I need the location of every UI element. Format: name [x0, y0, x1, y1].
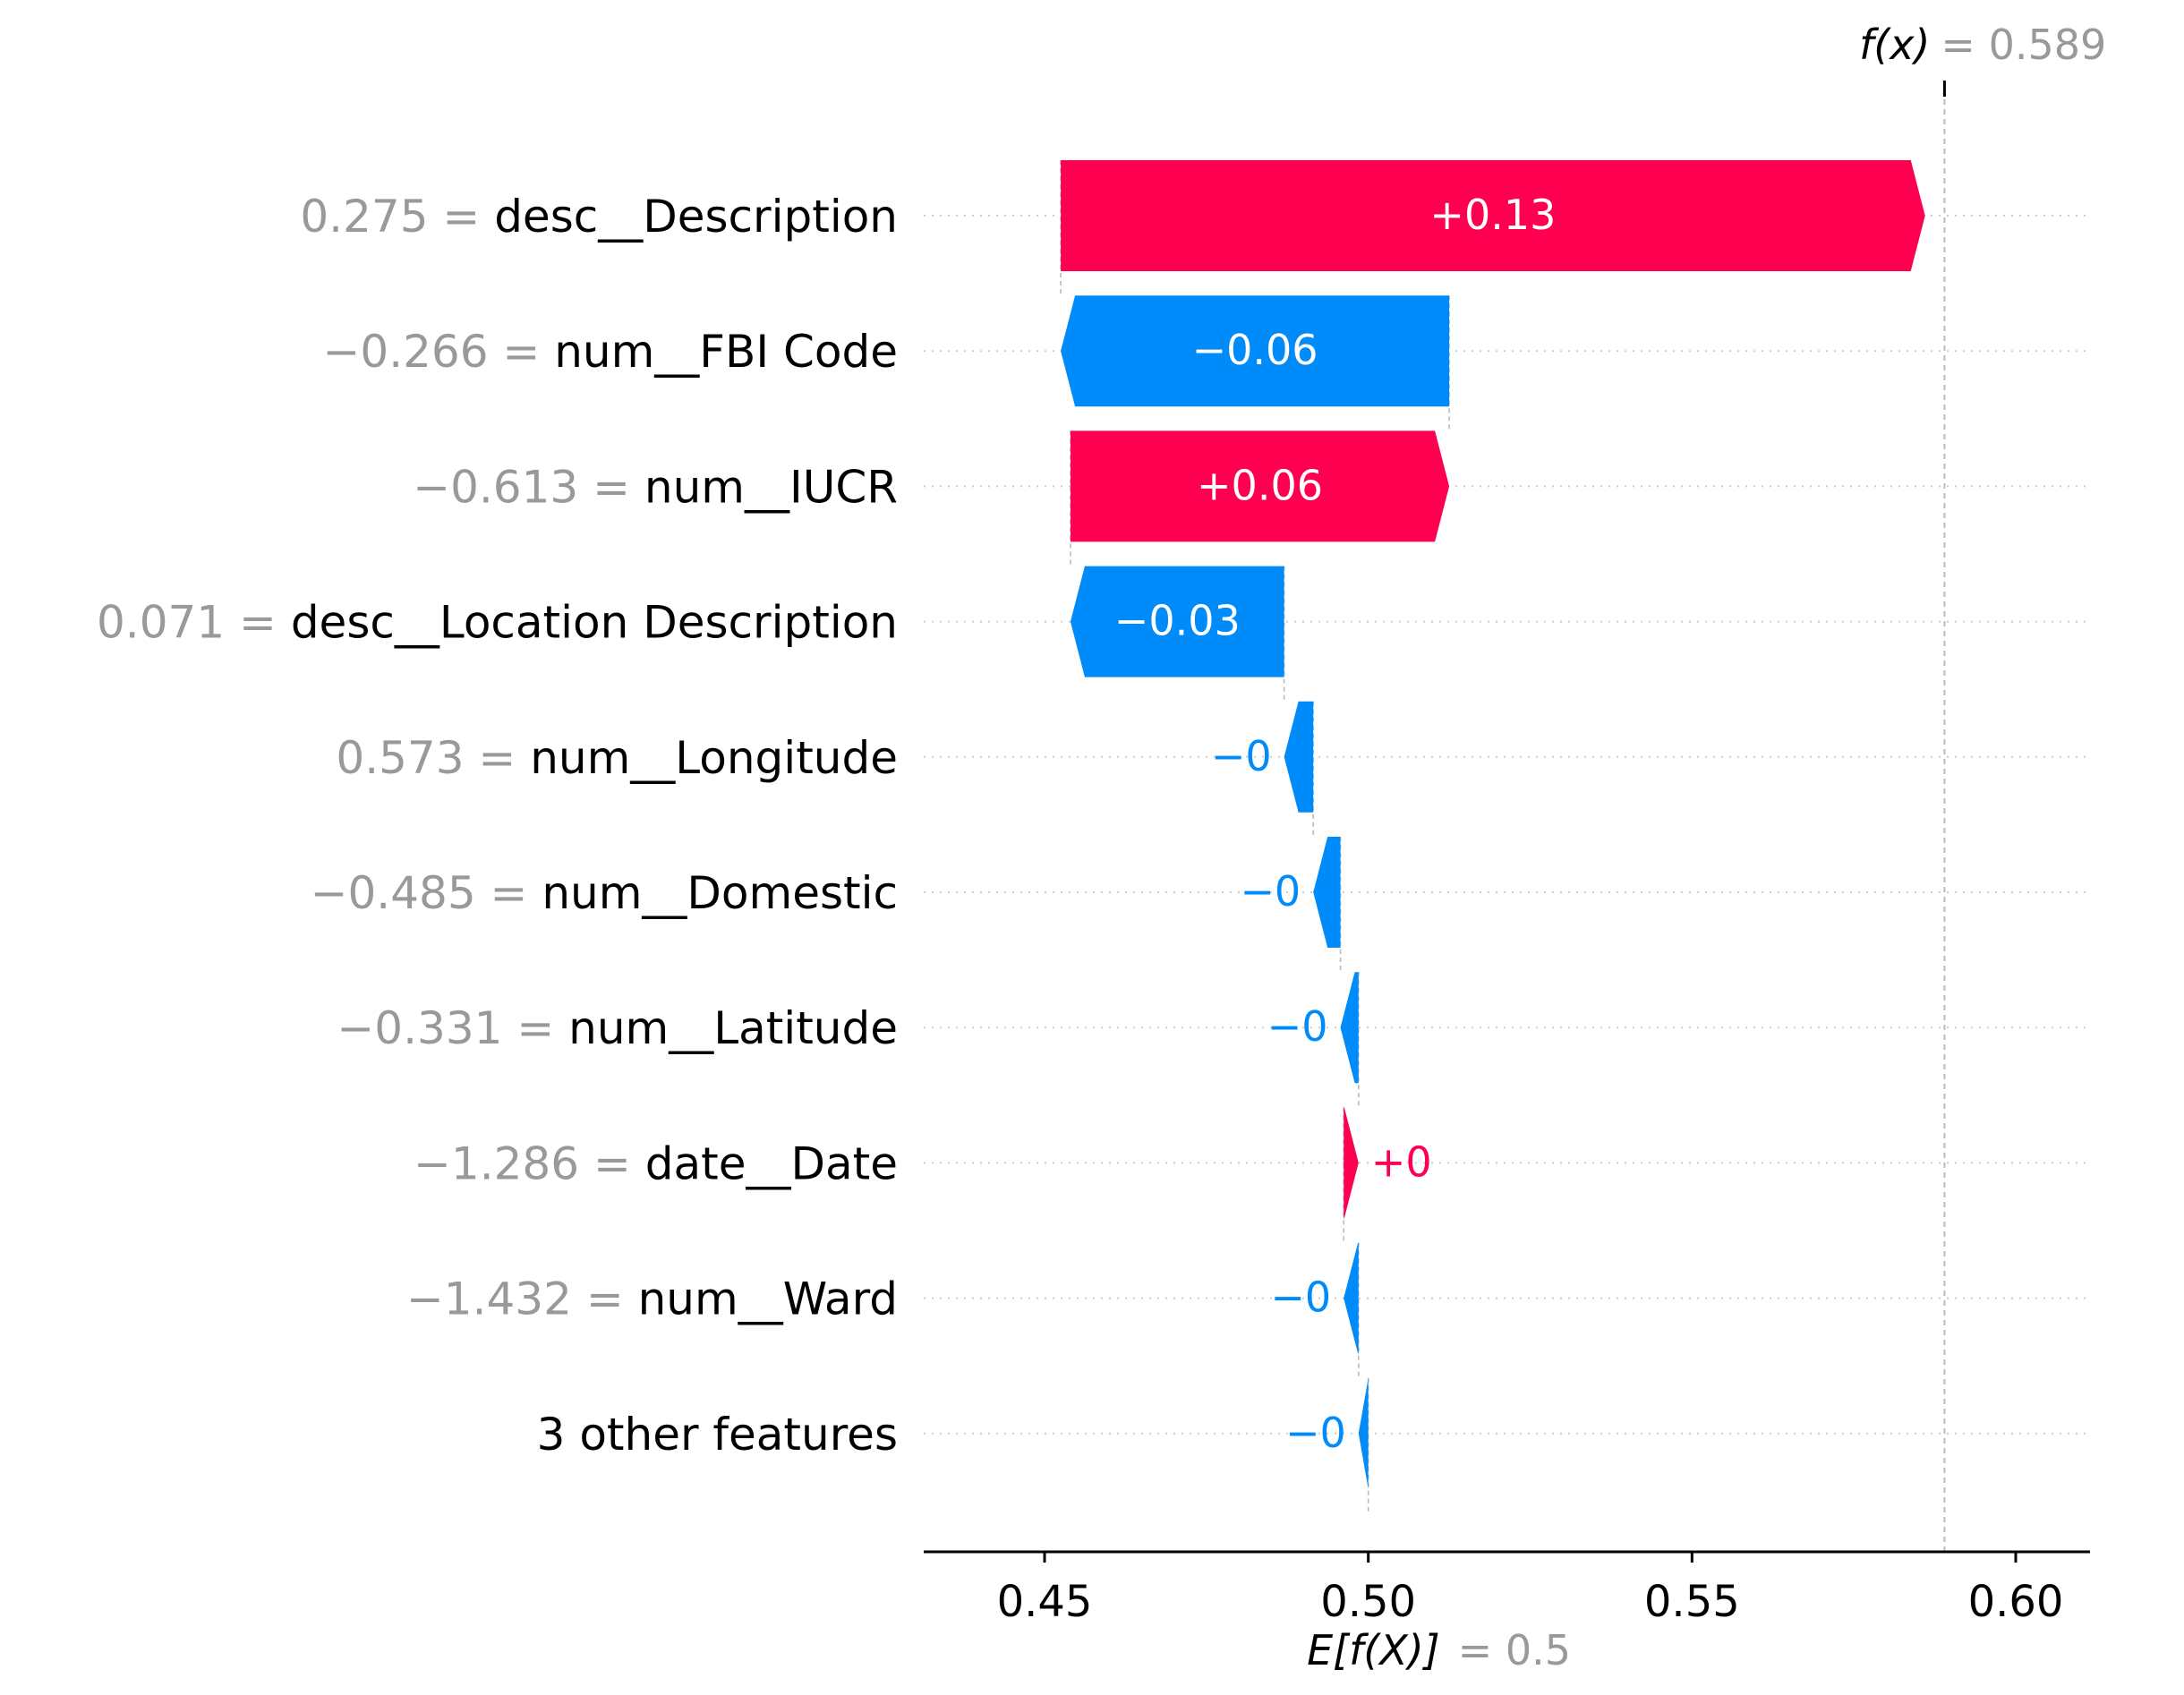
output-value-label: f(x) — [1859, 21, 1930, 69]
feature-name: num__FBI Code — [554, 326, 898, 378]
feature-value: 0.071 = — [97, 597, 291, 649]
x-axis: 0.45 0.50 0.55 0.60 — [924, 1550, 2090, 1627]
negative-shap-bar — [1284, 701, 1314, 813]
negative-shap-bar — [1358, 1377, 1369, 1489]
base-value-label: E[f(X)] — [1307, 1626, 1440, 1674]
shap-value-label: −0 — [1285, 1409, 1346, 1457]
bars-layer: +0.13 −0.06 +0.06 −0.03 −0 −0 −0 +0 −0 −0 — [1061, 160, 1925, 1489]
feature-value: 0.275 = — [300, 191, 494, 243]
shap-value-label: +0 — [1371, 1137, 1432, 1186]
feature-name: desc__Description — [494, 191, 898, 243]
feature-name: date__Date — [645, 1137, 898, 1189]
feature-labels: 0.275 = desc__Description −0.266 = num__F… — [97, 191, 898, 1461]
shap-value-label: −0 — [1211, 732, 1272, 780]
shap-value-label: −0 — [1270, 1273, 1331, 1322]
shap-value-label: +0.13 — [1429, 191, 1556, 239]
base-value-text: = 0.5 — [1458, 1626, 1571, 1674]
x-tick-label: 0.50 — [1320, 1577, 1416, 1627]
feature-label: −0.266 = num__FBI Code — [322, 326, 898, 378]
feature-name: num__IUCR — [644, 461, 898, 513]
negative-shap-bar — [1340, 972, 1359, 1084]
feature-value: 0.573 = — [336, 732, 530, 784]
shap-value-label: −0 — [1240, 867, 1301, 916]
feature-name: num__Latitude — [568, 1002, 898, 1054]
feature-value: −0.613 = — [413, 461, 644, 513]
x-tick-label: 0.55 — [1644, 1577, 1740, 1627]
feature-value: −0.266 = — [322, 326, 554, 378]
negative-shap-bar — [1061, 295, 1450, 407]
negative-shap-bar — [1313, 837, 1341, 948]
feature-label: −0.613 = num__IUCR — [413, 461, 898, 513]
feature-value: −0.485 = — [311, 867, 542, 919]
negative-shap-bar — [1070, 566, 1284, 677]
feature-value: −0.331 = — [337, 1002, 568, 1054]
feature-label: −1.286 = date__Date — [414, 1137, 898, 1189]
feature-label: −0.331 = num__Latitude — [337, 1002, 898, 1054]
shap-value-label: −0 — [1267, 1002, 1328, 1051]
feature-label: 0.275 = desc__Description — [300, 191, 898, 243]
positive-shap-bar — [1070, 430, 1450, 542]
feature-name: num__Ward — [638, 1273, 898, 1325]
x-tick-label: 0.60 — [1968, 1577, 2064, 1627]
feature-label: 0.071 = desc__Location Description — [97, 597, 898, 649]
feature-label: 3 other features — [537, 1409, 898, 1461]
feature-name: desc__Location Description — [291, 597, 898, 649]
feature-label: 0.573 = num__Longitude — [336, 732, 898, 784]
feature-name: num__Longitude — [530, 732, 898, 784]
output-value-text: = 0.589 — [1941, 21, 2106, 69]
shap-value-label: −0.03 — [1114, 597, 1241, 645]
feature-value: −1.432 = — [406, 1273, 638, 1325]
shap-value-label: −0.06 — [1192, 326, 1318, 374]
shap-value-label: +0.06 — [1197, 461, 1323, 509]
feature-name: num__Domestic — [542, 867, 898, 919]
positive-shap-bar — [1061, 160, 1925, 271]
x-tick-label: 0.45 — [997, 1577, 1093, 1627]
feature-name: 3 other features — [537, 1409, 898, 1461]
negative-shap-bar — [1344, 1242, 1359, 1354]
positive-shap-bar — [1344, 1107, 1359, 1219]
feature-value: −1.286 = — [414, 1137, 645, 1189]
feature-label: −1.432 = num__Ward — [406, 1273, 898, 1325]
feature-label: −0.485 = num__Domestic — [311, 867, 898, 919]
